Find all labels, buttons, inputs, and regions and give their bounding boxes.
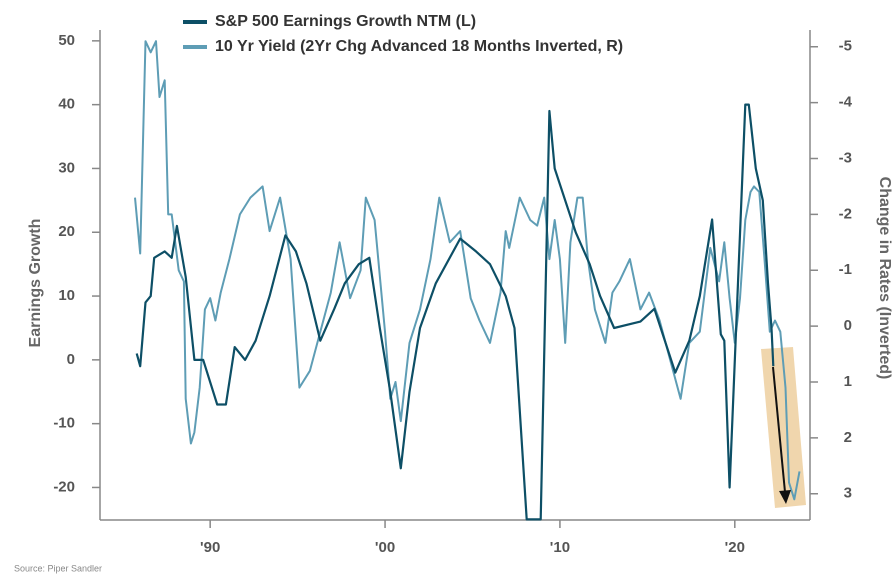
y-tick-label: 40 <box>58 96 75 113</box>
x-tick-label: '90 <box>200 539 220 556</box>
series-line <box>135 103 775 521</box>
y2-tick-label: 2 <box>844 429 852 446</box>
y2-tick-label: -4 <box>839 94 853 111</box>
arrow <box>772 366 786 493</box>
y-tick-label: 50 <box>58 32 75 49</box>
y2-tick-label: -3 <box>839 149 852 166</box>
legend-label: 10 Yr Yield (2Yr Chg Advanced 18 Months … <box>215 38 623 55</box>
y2-tick-label: 0 <box>844 317 852 334</box>
arrow-head <box>779 490 791 504</box>
y-tick-label: -20 <box>53 478 75 495</box>
x-tick-label: '10 <box>550 539 570 556</box>
highlight-box <box>761 347 806 508</box>
series-line <box>134 40 801 501</box>
y2-axis-label: Change in Rates (Inverted) <box>876 177 892 380</box>
y2-tick-label: 3 <box>844 485 852 502</box>
y-axis-label: Earnings Growth <box>27 219 44 348</box>
x-tick-label: '20 <box>725 539 745 556</box>
x-tick-label: '00 <box>375 539 395 556</box>
y-tick-label: 20 <box>58 223 75 240</box>
y2-tick-label: -1 <box>839 261 852 278</box>
y2-tick-label: -5 <box>839 38 852 55</box>
y-tick-label: 0 <box>67 351 75 368</box>
legend-label: S&P 500 Earnings Growth NTM (L) <box>215 13 476 30</box>
source: Source: Piper Sandler <box>14 563 102 573</box>
y-tick-label: 30 <box>58 159 75 176</box>
y-tick-label: 10 <box>58 287 75 304</box>
y2-tick-label: -2 <box>839 205 852 222</box>
y-tick-label: -10 <box>53 415 75 432</box>
y2-tick-label: 1 <box>844 373 852 390</box>
